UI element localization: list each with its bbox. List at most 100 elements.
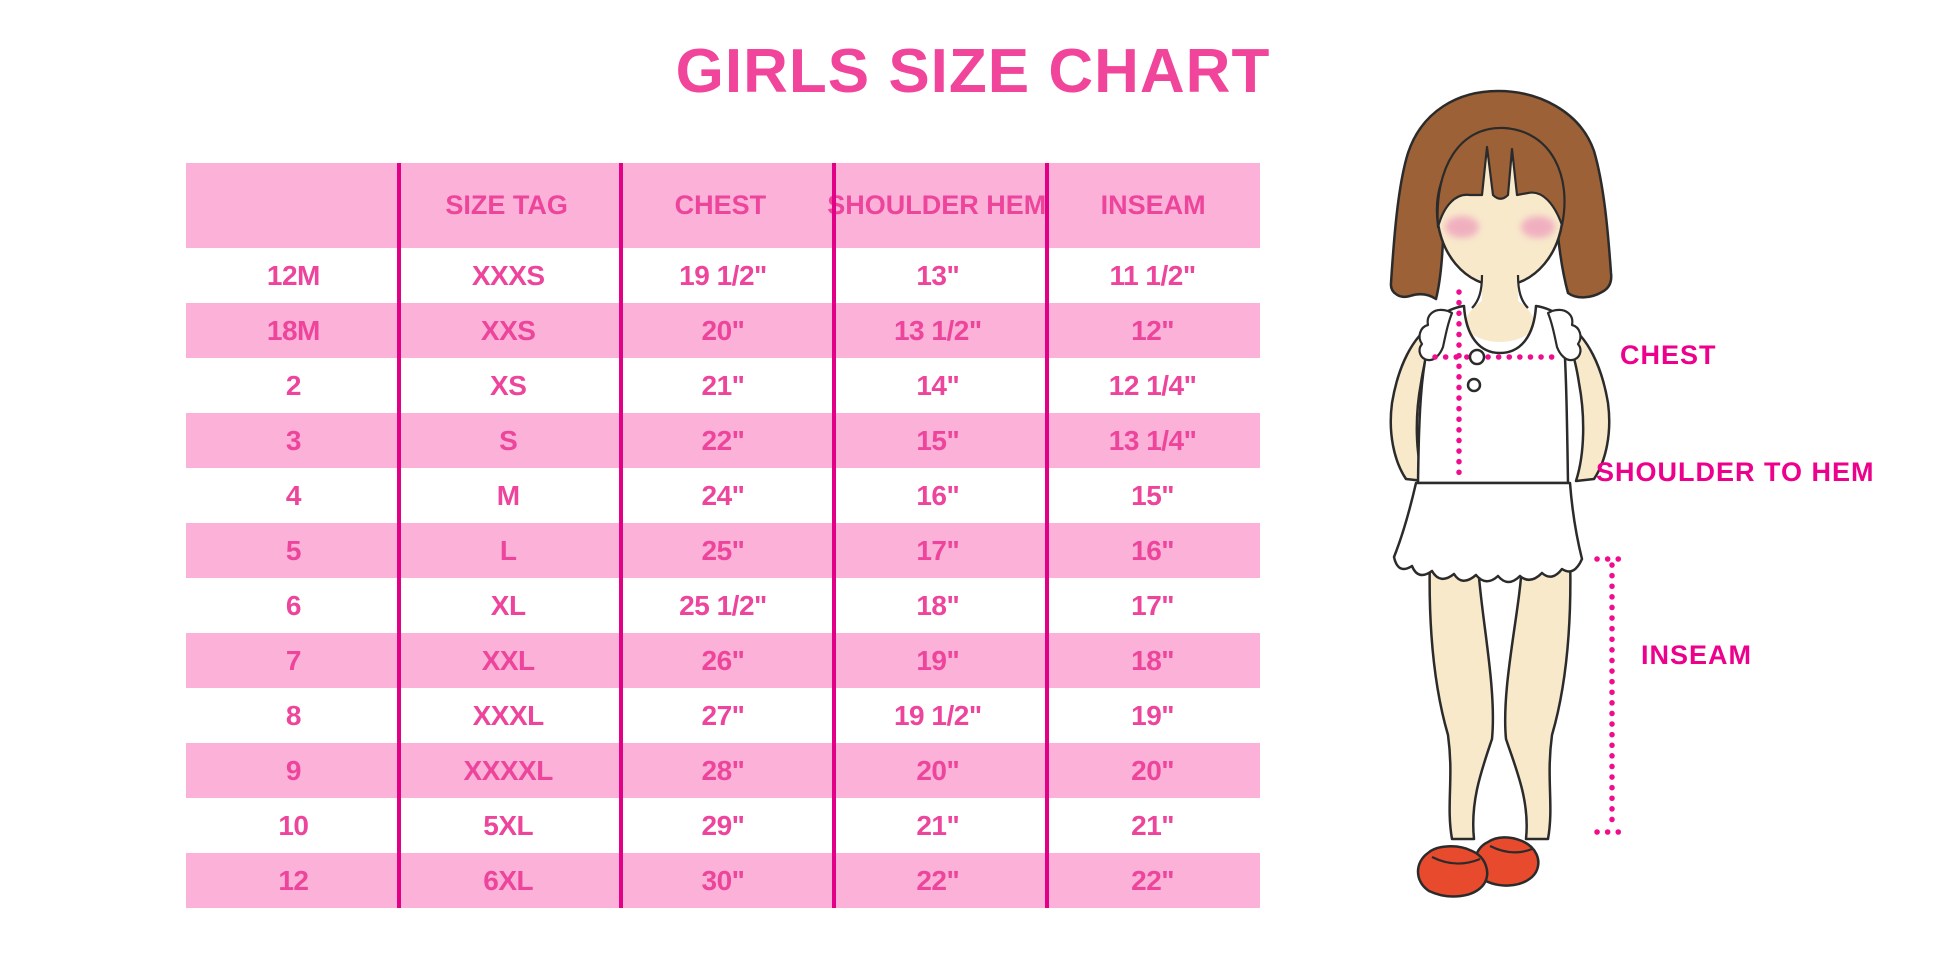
shoe-left-strap xyxy=(1431,856,1481,865)
column-header-shoulder-hem: SHOULDER HEM xyxy=(827,190,1047,220)
table-cell: XXXXL xyxy=(463,754,554,786)
table-cell: 6 xyxy=(285,589,302,621)
table-cell: 17" xyxy=(916,534,960,566)
table-cell: 17" xyxy=(1131,589,1175,621)
table-cell: XXS xyxy=(480,314,536,346)
table-cell: 18M xyxy=(266,314,320,346)
neck-line-left xyxy=(1471,274,1484,309)
table-cell: 30" xyxy=(701,864,745,896)
shoulder-ruffle-right xyxy=(1546,308,1582,362)
table-cell: 28" xyxy=(701,754,745,786)
table-row: 12M XXXS 19 1/2" 13" 11 1/2" xyxy=(186,248,1260,303)
dress-button-top xyxy=(1468,348,1486,366)
blush-left-cheek xyxy=(1445,216,1479,238)
column-divider xyxy=(619,163,623,908)
table-cell: 27" xyxy=(701,699,745,731)
ruffle-skirt xyxy=(1392,481,1584,584)
shoulder-to-hem-label: SHOULDER TO HEM xyxy=(1596,457,1875,487)
table-row: 18M XXS 20" 13 1/2" 12" xyxy=(186,303,1260,358)
table-cell: 13 1/2" xyxy=(893,314,982,346)
table-cell: 9 xyxy=(285,754,302,786)
table-cell: 16" xyxy=(916,479,960,511)
table-cell: XXL xyxy=(481,644,535,676)
table-row: 7 XXL 26" 19" 18" xyxy=(186,633,1260,688)
table-cell: L xyxy=(499,534,517,566)
table-cell: 13" xyxy=(916,259,960,291)
table-cell: 20" xyxy=(701,314,745,346)
table-cell: 22" xyxy=(1131,864,1175,896)
size-chart-table: SIZE TAG CHEST SHOULDER HEM INSEAM 12 M XX… xyxy=(186,163,1260,908)
dress-bodice xyxy=(1416,304,1570,485)
table-cell: 25" xyxy=(701,534,745,566)
girl-figure-illustration xyxy=(1389,89,1630,898)
table-cell: 4 xyxy=(285,479,302,511)
table-cell: 12 1/4" xyxy=(1108,369,1197,401)
size-table-rows: 12 M XXXS 19 1/2" 13" 11 1/2" 18M XXS 20" 13 1/2"… xyxy=(186,248,1260,908)
table-row: 10 5XL 29" 21" 21" xyxy=(186,798,1260,853)
table-cell: XL xyxy=(490,589,526,621)
table-cell: XS xyxy=(490,369,527,401)
column-header-chest: CHEST xyxy=(674,190,767,220)
table-cell: 25 1/2" xyxy=(679,589,767,621)
table-cell: 20" xyxy=(916,754,960,786)
table-cell: XXXL xyxy=(472,699,545,731)
table-cell: 19 1/2" xyxy=(679,259,767,291)
table-row: 12 6XL 30" 22" 22" xyxy=(186,853,1260,908)
table-cell: 29" xyxy=(701,809,745,841)
table-row: 2 XS 21" 14" 12 1/4" xyxy=(186,358,1260,413)
table-cell: 10 xyxy=(278,809,309,841)
shoulder-ruffle-left xyxy=(1418,308,1454,362)
table-cell: 16" xyxy=(1131,534,1175,566)
table-cell: 15" xyxy=(916,424,960,456)
table-cell: 12 xyxy=(278,864,309,896)
column-header-size xyxy=(186,163,400,248)
table-cell: 18" xyxy=(1131,644,1175,676)
dress-button-bottom xyxy=(1466,377,1482,393)
chest-measure-label: CHEST xyxy=(1620,340,1717,370)
table-cell: 8 xyxy=(285,699,302,731)
table-row: 8 XXXL 27" 19 1/2" 19" xyxy=(186,688,1260,743)
column-header-size-tag: SIZE TAG xyxy=(445,190,568,220)
table-cell: 2 xyxy=(285,369,302,401)
table-cell: 26" xyxy=(701,644,745,676)
table-cell: 5 xyxy=(285,534,302,566)
table-cell: 13 1/4" xyxy=(1108,424,1197,456)
shoe-right-strap xyxy=(1489,845,1533,854)
table-cell: 20" xyxy=(1131,754,1175,786)
hair-bangs xyxy=(1436,126,1566,229)
column-header-inseam: INSEAM xyxy=(1100,190,1206,220)
table-cell: 24" xyxy=(701,479,745,511)
column-divider xyxy=(397,163,401,908)
table-cell: 5XL xyxy=(483,809,534,841)
table-cell: 3 xyxy=(285,424,302,456)
measurement-dotted-lines xyxy=(1432,289,1630,835)
table-cell: 11 1/2" xyxy=(1109,259,1197,291)
blush-right-cheek xyxy=(1521,216,1555,238)
table-cell: 14" xyxy=(916,369,960,401)
shoe-left xyxy=(1416,845,1489,898)
table-header-row: SIZE TAG CHEST SHOULDER HEM INSEAM xyxy=(186,163,1260,248)
table-cell: 22" xyxy=(701,424,745,456)
page-title: GIRLS SIZE CHART xyxy=(675,37,1271,106)
table-cell: 7 xyxy=(285,644,302,676)
inseam-measure-label: INSEAM xyxy=(1641,640,1753,670)
leg-left xyxy=(1428,551,1495,841)
table-cell: M xyxy=(496,479,520,511)
table-row: 4 M 24" 16" 15" xyxy=(186,468,1260,523)
table-cell: 6XL xyxy=(483,864,534,896)
table-cell: 19" xyxy=(916,644,960,676)
table-cell: 12" xyxy=(1131,314,1175,346)
table-cell: 21" xyxy=(701,369,745,401)
neck-line-right xyxy=(1516,274,1529,309)
table-row: 6 XL 25 1/2" 18" 17" xyxy=(186,578,1260,633)
table-cell: XXXS xyxy=(471,259,545,291)
table-row: 3 S 22" 15" 13 1/4" xyxy=(186,413,1260,468)
table-cell: 15" xyxy=(1131,479,1175,511)
table-cell: 19 1/2" xyxy=(893,699,982,731)
table-cell: 18" xyxy=(916,589,960,621)
column-divider xyxy=(1045,163,1049,908)
table-row: 9 XXXXL 28" 20" 20" xyxy=(186,743,1260,798)
leg-right xyxy=(1503,551,1572,841)
table-cell: 19" xyxy=(1131,699,1175,731)
